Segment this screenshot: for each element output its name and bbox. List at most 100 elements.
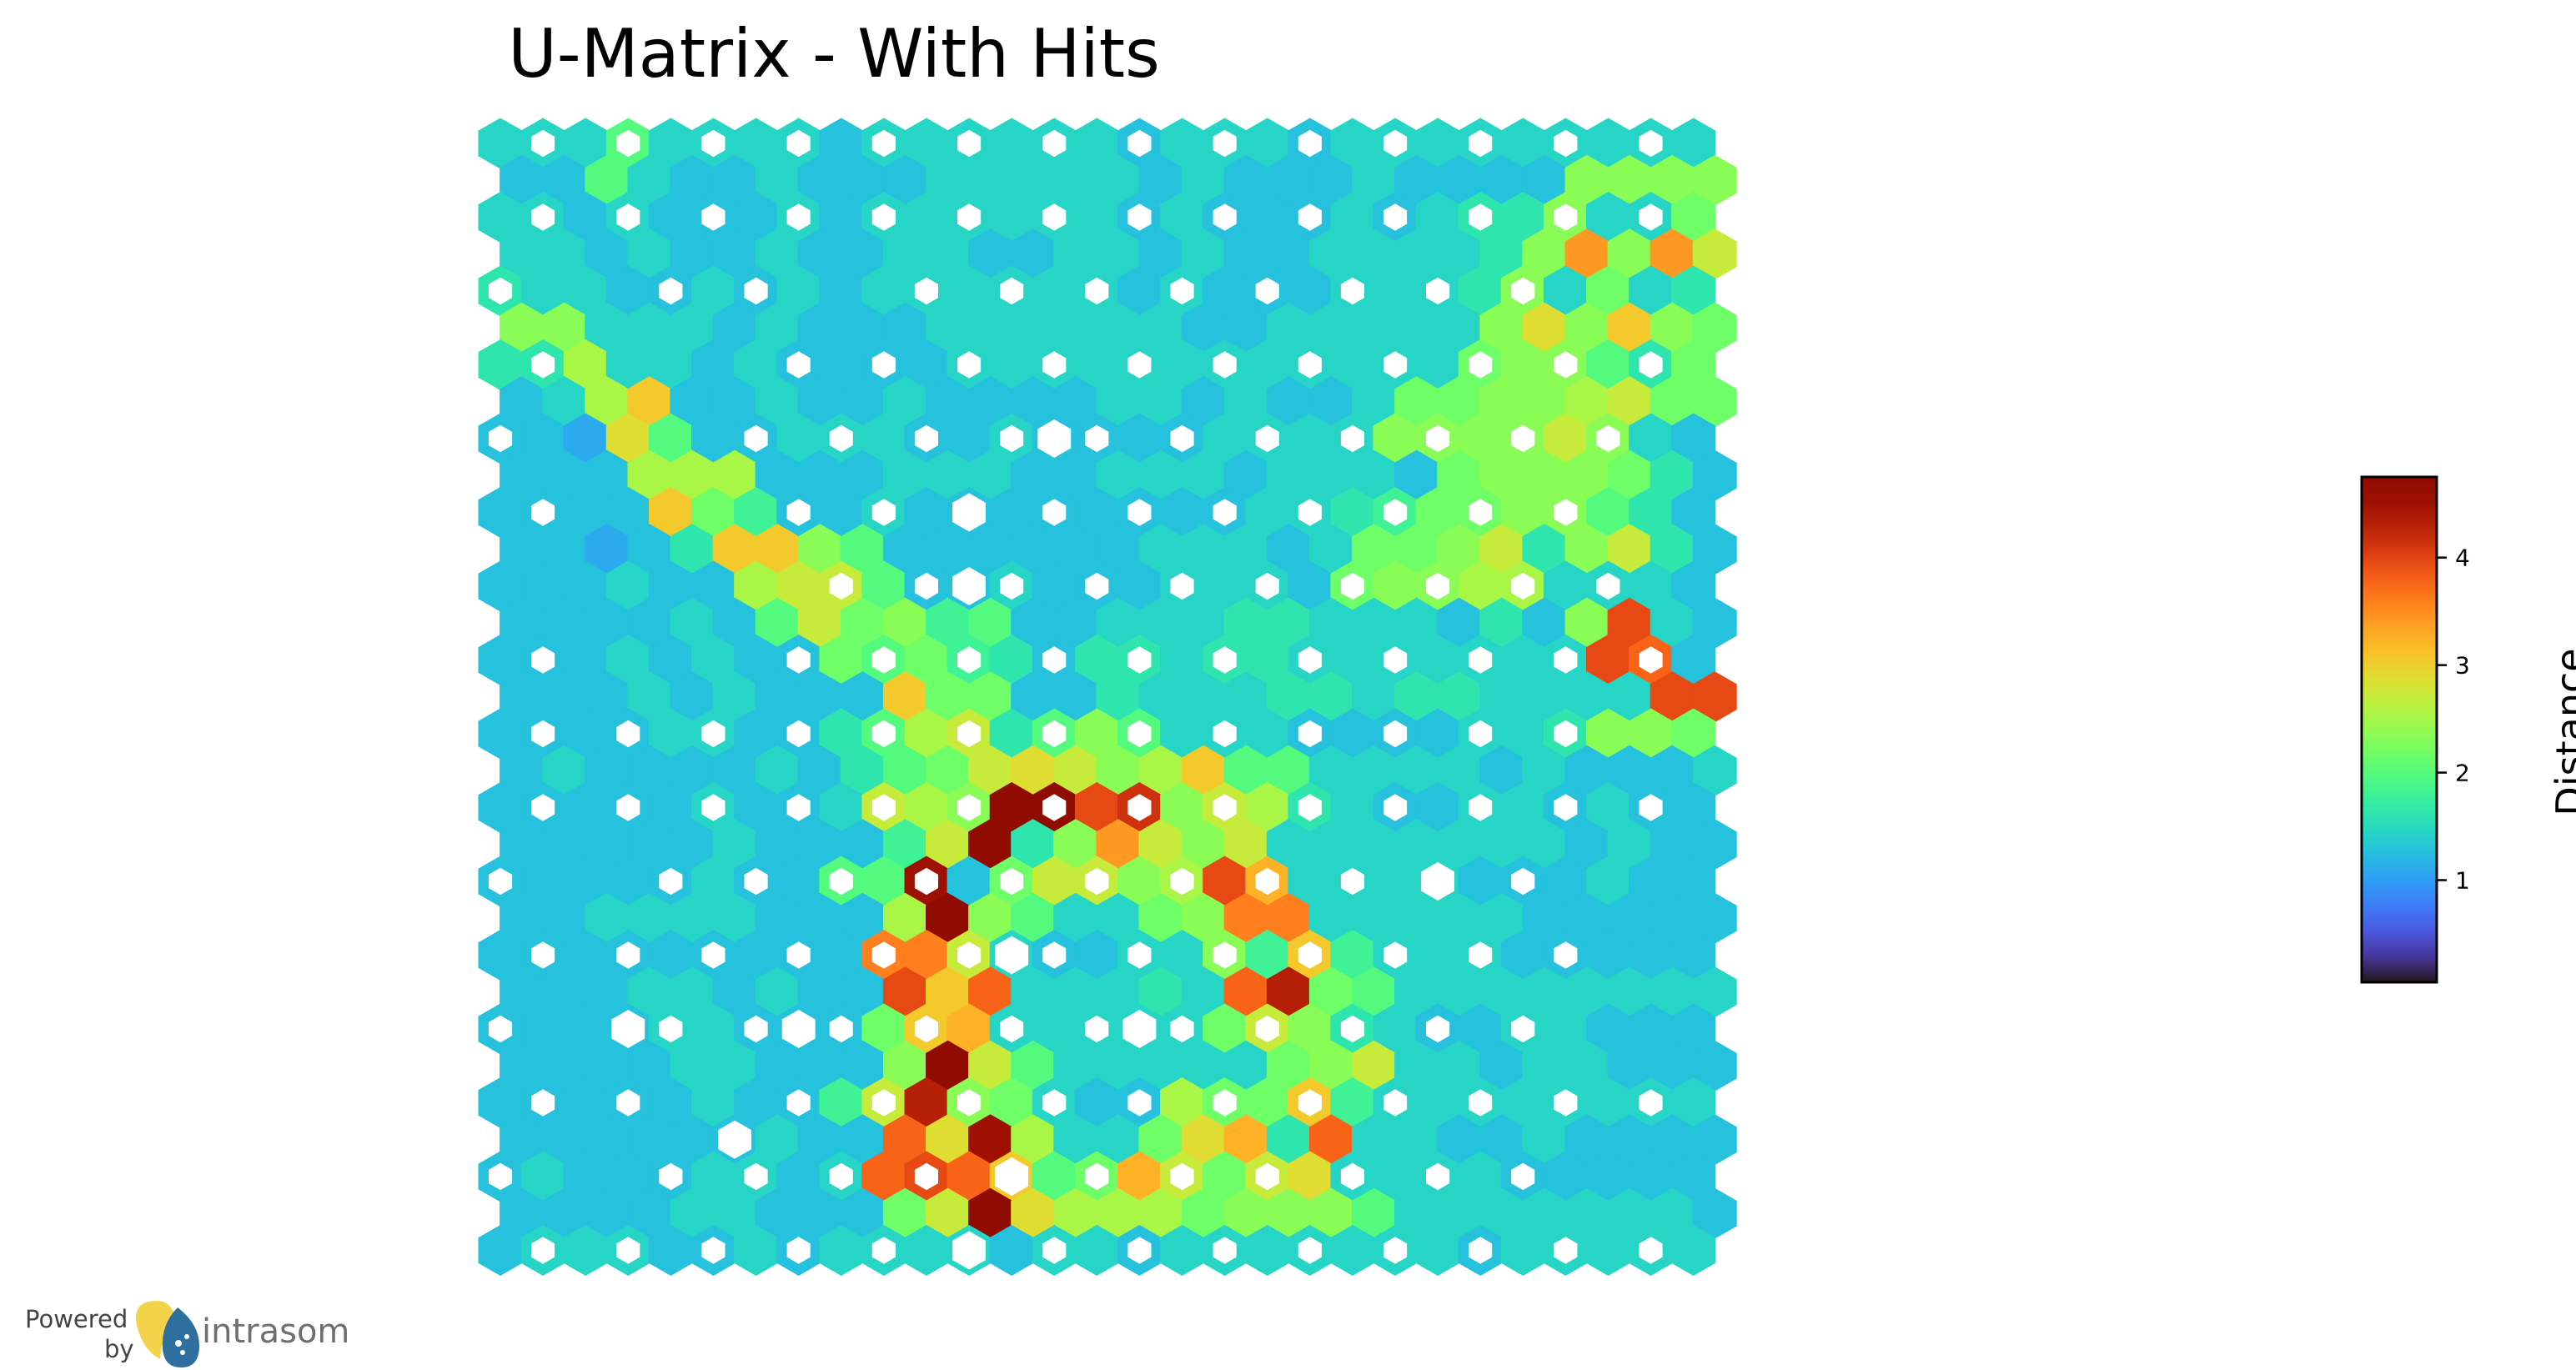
- hit-marker: [1298, 1089, 1322, 1117]
- hit-marker: [1554, 1237, 1578, 1264]
- hit-marker: [531, 941, 555, 969]
- intrasom-branding: Powered by intrasom: [25, 1301, 349, 1367]
- hit-marker-large: [952, 1231, 986, 1270]
- hit-marker: [616, 1089, 640, 1117]
- hit-marker: [659, 867, 683, 896]
- hit-marker: [829, 1015, 853, 1043]
- hit-marker: [1639, 129, 1663, 158]
- hit-marker: [1511, 867, 1535, 896]
- hit-marker: [531, 794, 555, 821]
- hit-marker: [1554, 720, 1578, 748]
- hit-marker: [659, 277, 683, 305]
- hit-marker: [1340, 424, 1364, 453]
- hit-marker: [1469, 203, 1493, 231]
- hit-marker: [1213, 1089, 1237, 1117]
- hit-marker: [1127, 941, 1152, 969]
- colorbar: 1 2 3 4 Distance: [2360, 475, 2576, 984]
- hit-marker: [1511, 572, 1535, 600]
- hit-marker: [1127, 499, 1152, 526]
- hit-marker: [1042, 351, 1067, 379]
- hit-marker: [1596, 424, 1620, 453]
- hit-marker: [1340, 572, 1364, 600]
- hit-marker-large: [995, 936, 1029, 975]
- hit-marker: [1554, 203, 1578, 231]
- hit-marker: [1340, 867, 1364, 896]
- hit-marker: [488, 1162, 513, 1191]
- hit-marker: [1298, 646, 1322, 674]
- hit-marker: [957, 941, 982, 969]
- hit-marker: [1213, 941, 1237, 969]
- hit-marker: [488, 867, 513, 896]
- hit-marker: [1213, 129, 1237, 158]
- hit-marker: [1469, 1089, 1493, 1117]
- hit-marker: [701, 1237, 726, 1264]
- hit-marker: [1639, 1237, 1663, 1264]
- hit-marker: [1042, 941, 1067, 969]
- hit-marker: [1170, 867, 1194, 896]
- hit-markers: [488, 129, 1663, 1270]
- hit-marker: [1469, 720, 1493, 748]
- hit-marker: [1085, 424, 1109, 453]
- hit-marker: [1298, 720, 1322, 748]
- hit-marker: [659, 1162, 683, 1191]
- hit-marker: [1255, 277, 1279, 305]
- hit-marker: [1170, 424, 1194, 453]
- hit-marker: [1255, 1015, 1279, 1043]
- hit-marker: [1554, 1089, 1578, 1117]
- hit-marker: [1340, 277, 1364, 305]
- hit-marker: [1085, 1015, 1109, 1043]
- hit-marker: [786, 1237, 811, 1264]
- hit-marker: [1042, 1089, 1067, 1117]
- hit-marker: [1554, 941, 1578, 969]
- hit-marker: [786, 794, 811, 821]
- hit-marker: [701, 720, 726, 748]
- hit-marker: [914, 424, 938, 453]
- hit-marker: [701, 203, 726, 231]
- hit-marker: [1383, 1237, 1408, 1264]
- hit-marker: [786, 1089, 811, 1117]
- chart-title: U-Matrix - With Hits: [508, 15, 1160, 93]
- hit-marker: [659, 1015, 683, 1043]
- hit-marker: [871, 351, 896, 379]
- intrasom-logo-icon: [136, 1301, 199, 1367]
- hit-marker: [914, 572, 938, 600]
- hit-marker: [616, 129, 640, 158]
- hit-marker: [786, 129, 811, 158]
- hit-marker: [1383, 646, 1408, 674]
- hit-marker: [1469, 499, 1493, 526]
- hit-marker: [1426, 572, 1450, 600]
- hit-marker: [1298, 129, 1322, 158]
- hit-marker: [829, 424, 853, 453]
- hit-marker: [786, 203, 811, 231]
- hit-marker: [1554, 499, 1578, 526]
- hit-marker: [1469, 794, 1493, 821]
- hit-marker: [1127, 351, 1152, 379]
- hit-marker: [1085, 572, 1109, 600]
- hit-marker: [1639, 794, 1663, 821]
- hit-marker-large: [1122, 1010, 1157, 1048]
- hit-marker: [1000, 867, 1024, 896]
- hit-marker: [829, 867, 853, 896]
- hit-marker: [1298, 499, 1322, 526]
- hit-marker: [1383, 941, 1408, 969]
- hit-marker: [1298, 941, 1322, 969]
- colorbar-tick-label: 3: [2455, 652, 2470, 680]
- hit-marker: [744, 867, 768, 896]
- colorbar-tick-label: 1: [2455, 867, 2470, 895]
- hit-marker: [488, 424, 513, 453]
- hit-marker: [1469, 351, 1493, 379]
- colorbar-label: Distance: [2548, 648, 2576, 815]
- hit-marker: [786, 720, 811, 748]
- hit-marker: [1340, 1162, 1364, 1191]
- hit-marker: [1000, 572, 1024, 600]
- hit-marker: [957, 129, 982, 158]
- hit-marker: [1340, 1015, 1364, 1043]
- hit-marker: [744, 1015, 768, 1043]
- hit-marker: [1469, 1237, 1493, 1264]
- hit-marker: [1170, 277, 1194, 305]
- hit-marker: [1511, 424, 1535, 453]
- hit-marker: [1383, 720, 1408, 748]
- hit-marker: [871, 720, 896, 748]
- hit-marker: [1469, 646, 1493, 674]
- hit-marker: [957, 794, 982, 821]
